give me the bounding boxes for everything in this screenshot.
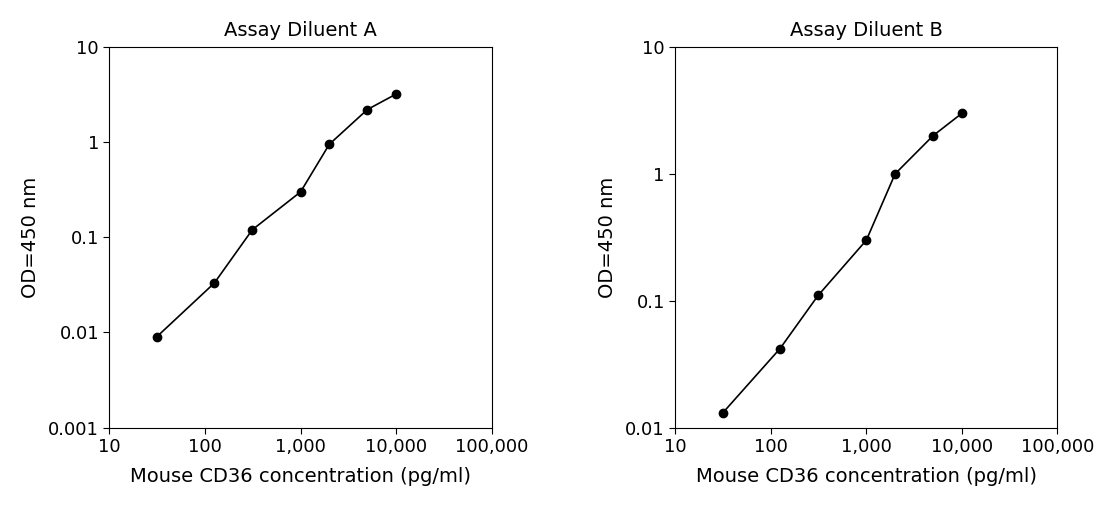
Y-axis label: OD=450 nm: OD=450 nm [598, 176, 617, 298]
Title: Assay Diluent B: Assay Diluent B [789, 21, 943, 40]
X-axis label: Mouse CD36 concentration (pg/ml): Mouse CD36 concentration (pg/ml) [696, 467, 1037, 486]
Y-axis label: OD=450 nm: OD=450 nm [21, 176, 40, 298]
X-axis label: Mouse CD36 concentration (pg/ml): Mouse CD36 concentration (pg/ml) [130, 467, 471, 486]
Title: Assay Diluent A: Assay Diluent A [224, 21, 377, 40]
